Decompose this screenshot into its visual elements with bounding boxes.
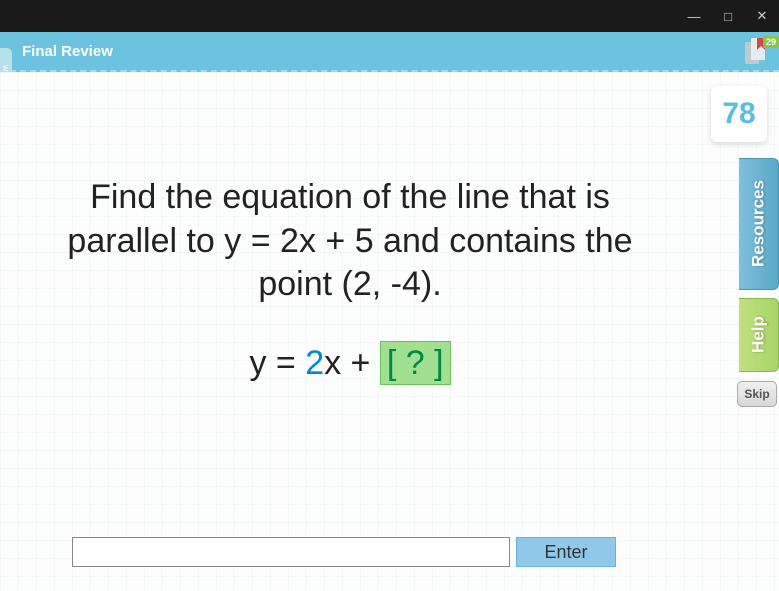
score-value: 78 xyxy=(722,97,755,131)
notification-badge: 29 xyxy=(763,36,779,48)
window-titlebar: — □ ✕ xyxy=(0,0,779,32)
equation-mid: x + xyxy=(324,344,380,382)
equation-known-slope: 2 xyxy=(305,344,324,382)
app-header: Final Review 29 xyxy=(0,32,779,72)
close-button[interactable]: ✕ xyxy=(753,8,771,24)
answer-row: Enter xyxy=(72,537,616,567)
maximize-button[interactable]: □ xyxy=(719,9,737,24)
page-title: Final Review xyxy=(22,43,113,60)
main-content: 78 Resources Help Skip Find the equation… xyxy=(0,72,779,591)
equation-template: y = 2x + [ ? ] xyxy=(60,344,640,383)
help-tab[interactable]: Help xyxy=(739,298,779,372)
equation-unknown-blank[interactable]: [ ? ] xyxy=(380,341,451,385)
resources-tab[interactable]: Resources xyxy=(739,158,779,290)
minimize-button[interactable]: — xyxy=(685,9,703,24)
enter-button[interactable]: Enter xyxy=(516,537,616,567)
score-display: 78 xyxy=(711,86,767,142)
question-prompt: Find the equation of the line that is pa… xyxy=(60,176,640,307)
skip-button[interactable]: Skip xyxy=(737,381,777,407)
answer-input[interactable] xyxy=(72,537,510,567)
equation-prefix: y = xyxy=(249,344,305,382)
